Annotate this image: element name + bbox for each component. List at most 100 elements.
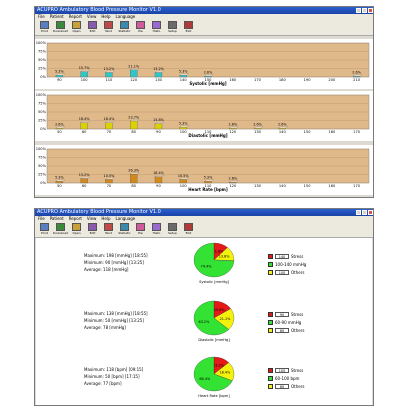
x-tick-label: 150 [205, 78, 213, 82]
bar-top [204, 74, 214, 77]
menu-language[interactable]: Language [115, 216, 136, 221]
data-label: 10.5% [104, 174, 116, 178]
close-icon[interactable] [368, 210, 373, 215]
diastolic-max: Maximum: 138 [mmHg] [18:55] [84, 311, 148, 316]
y-tick-label: 75% [38, 50, 47, 54]
legend-label: Others [291, 269, 305, 275]
toolbar: Print Download Open Edit Tend Statistic Pie His… [35, 20, 373, 36]
toolbar-button-edit[interactable]: Edit [86, 20, 99, 33]
histogram-icon [152, 21, 161, 29]
x-tick-label: 180 [279, 78, 287, 82]
exit-icon [184, 223, 193, 231]
bar-top [179, 73, 190, 76]
menu-file[interactable]: File [38, 216, 45, 221]
toolbar-label: Setup [168, 29, 177, 33]
maximize-icon[interactable] [362, 8, 367, 13]
menu-view[interactable]: View [86, 14, 97, 19]
toolbar-button-setup[interactable]: Setup [166, 222, 179, 235]
pie-slice [193, 300, 229, 336]
data-label: 2.6% [278, 123, 287, 127]
menu-bar: File Patient Report View Help Language [35, 14, 373, 20]
bar-top [228, 180, 239, 183]
toolbar-button-statistic[interactable]: Statistic [118, 222, 131, 235]
toolbar-button-tend[interactable]: Tend [102, 222, 115, 235]
data-label: 26.3% [128, 169, 140, 173]
menu-report[interactable]: Report [68, 216, 82, 221]
y-tick-label: 100% [36, 147, 47, 151]
toolbar-label: Statistic [118, 231, 131, 235]
menu-patient[interactable]: Patient [49, 216, 64, 221]
x-tick-label: 110 [205, 130, 213, 134]
bar-top [278, 126, 289, 129]
x-tick-label: 110 [205, 184, 213, 188]
minimize-icon[interactable] [356, 210, 361, 215]
bar-top [80, 176, 90, 179]
bar [229, 127, 237, 130]
toolbar-button-download[interactable]: Download [53, 20, 68, 33]
maximize-icon[interactable] [362, 210, 367, 215]
stress-threshold-input[interactable]: 100 [275, 367, 289, 373]
toolbar-button-edit[interactable]: Edit [86, 222, 99, 235]
toolbar-button-setup[interactable]: Setup [166, 20, 179, 33]
toolbar-button-download[interactable]: Download [53, 222, 68, 235]
slice-label: 68.4% [199, 377, 211, 381]
others-threshold-input[interactable]: 60 [275, 383, 289, 389]
data-label: 2.6% [352, 71, 361, 75]
toolbar-button-exit[interactable]: Exit [182, 222, 195, 235]
menu-language[interactable]: Language [115, 14, 136, 19]
menu-view[interactable]: View [86, 216, 97, 221]
data-label: 13.2% [79, 173, 91, 177]
menu-patient[interactable]: Patient [49, 14, 64, 19]
minimize-icon[interactable] [356, 8, 361, 13]
menu-report[interactable]: Report [68, 14, 82, 19]
x-tick-label: 200 [328, 78, 336, 82]
stress-threshold-input[interactable]: 140 [275, 253, 289, 259]
x-tick-label: 160 [328, 130, 336, 134]
close-icon[interactable] [368, 8, 373, 13]
x-tick-label: 60 [82, 184, 87, 188]
bar-top [179, 177, 190, 180]
toolbar-button-statistic[interactable]: Statistic [118, 20, 131, 33]
menu-help[interactable]: Help [101, 14, 111, 19]
others-threshold-input[interactable]: 100 [275, 269, 289, 275]
toolbar-button-open[interactable]: Open [70, 20, 83, 33]
toolbar-button-open[interactable]: Open [70, 222, 83, 235]
x-tick-label: 100 [81, 78, 89, 82]
systolic-max: Maximum: 198 [mmHg] [18:55] [84, 253, 148, 258]
y-tick-label: 0% [40, 181, 46, 185]
bar-top [105, 121, 115, 123]
x-tick-label: 90 [156, 130, 161, 134]
bar [154, 123, 163, 130]
diastolic-stats: Maximum: 138 [mmHg] [18:55] Minimum: 50 … [84, 310, 148, 331]
pie-title: Diastolic [mmHg] [198, 338, 230, 342]
others-swatch [268, 327, 273, 333]
others-threshold-input[interactable]: 60 [275, 327, 289, 333]
pie-slice [193, 242, 235, 278]
x-tick-label: 140 [279, 184, 287, 188]
x-tick-label: 120 [130, 78, 138, 82]
y-tick-label: 25% [38, 173, 47, 177]
toolbar-label: Open [72, 231, 81, 235]
toolbar-button-pie[interactable]: Pie [134, 222, 147, 235]
menu-help[interactable]: Help [101, 216, 111, 221]
legend-label: Others [291, 383, 305, 389]
x-tick-label: 100 [180, 130, 188, 134]
toolbar-button-histo[interactable]: Histo [150, 20, 163, 33]
data-label: 2.6% [204, 71, 213, 75]
toolbar-button-histo[interactable]: Histo [150, 222, 163, 235]
menu-file[interactable]: File [38, 14, 45, 19]
slice-label: 21.1% [220, 317, 232, 321]
bar [105, 122, 113, 130]
toolbar-button-pie[interactable]: Pie [134, 20, 147, 33]
data-label: 5.3% [55, 176, 64, 180]
toolbar-button-print[interactable]: Print [38, 222, 51, 235]
toolbar-button-tend[interactable]: Tend [102, 20, 115, 33]
bar [229, 181, 237, 184]
toolbar-button-print[interactable]: Print [38, 20, 51, 33]
heart-rate-stats: Maximum: 118 [bpm] [09:15] Minimum: 50 [… [84, 366, 143, 387]
stress-threshold-input[interactable]: 90 [275, 311, 289, 317]
data-label: 15.8% [153, 118, 165, 122]
bar [55, 75, 64, 78]
toolbar-button-exit[interactable]: Exit [182, 20, 195, 33]
x-tick-label: 170 [353, 184, 361, 188]
